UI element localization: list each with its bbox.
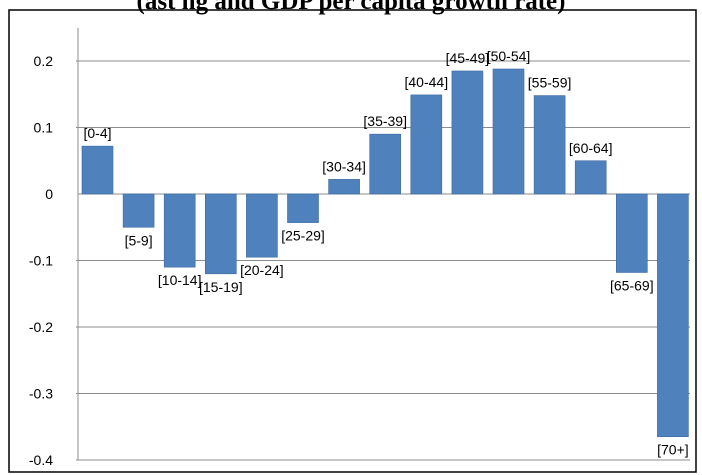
data-label: [15-19] [199,279,243,295]
y-tick-label: -0.4 [29,452,53,468]
bar [246,193,278,258]
data-label: [60-64] [569,140,613,156]
bar [615,193,648,273]
y-tick-label: -0.1 [29,253,53,269]
bars [81,68,689,438]
bar [287,193,319,223]
bar [369,133,402,195]
data-label: [40-44] [405,74,449,90]
bar [492,68,525,195]
bar [122,193,155,228]
y-tick-label: -0.2 [29,319,53,335]
data-label: [35-39] [363,113,407,129]
data-label: [20-24] [240,262,284,278]
data-label: [0-4] [83,125,111,141]
bar [533,95,566,195]
bar [205,193,237,275]
y-tick-label: 0.1 [34,120,54,136]
data-label: [5-9] [125,232,153,248]
data-label: [25-29] [281,228,325,244]
bar [574,160,607,195]
data-label: [30-34] [322,158,366,174]
bar [81,145,114,195]
bar [163,193,196,268]
y-tick-label: 0 [45,186,53,202]
data-label: [45-49] [446,50,490,66]
data-label: [50-54] [487,48,531,64]
y-axis: -0.4 -0.3 -0.2 -0.1 0 0.1 0.2 [29,27,690,468]
y-tick-label: 0.2 [34,53,54,69]
chart-title: (ast ng and GDP per capita growth rate) [136,0,566,15]
bar [451,70,484,195]
data-label: [10-14] [158,272,202,288]
data-label: [55-59] [528,75,572,91]
chart-frame [8,9,697,473]
bar [328,179,360,195]
y-tick-label: -0.3 [29,386,53,402]
data-label: [65-69] [610,277,654,293]
bar [657,193,689,438]
bar [410,94,443,195]
gridlines [76,60,690,461]
data-label: [70+] [657,442,689,458]
data-labels: [0-4] [5-9] [10-14][15-19][20-24] [25-29] [3… [83,48,688,458]
